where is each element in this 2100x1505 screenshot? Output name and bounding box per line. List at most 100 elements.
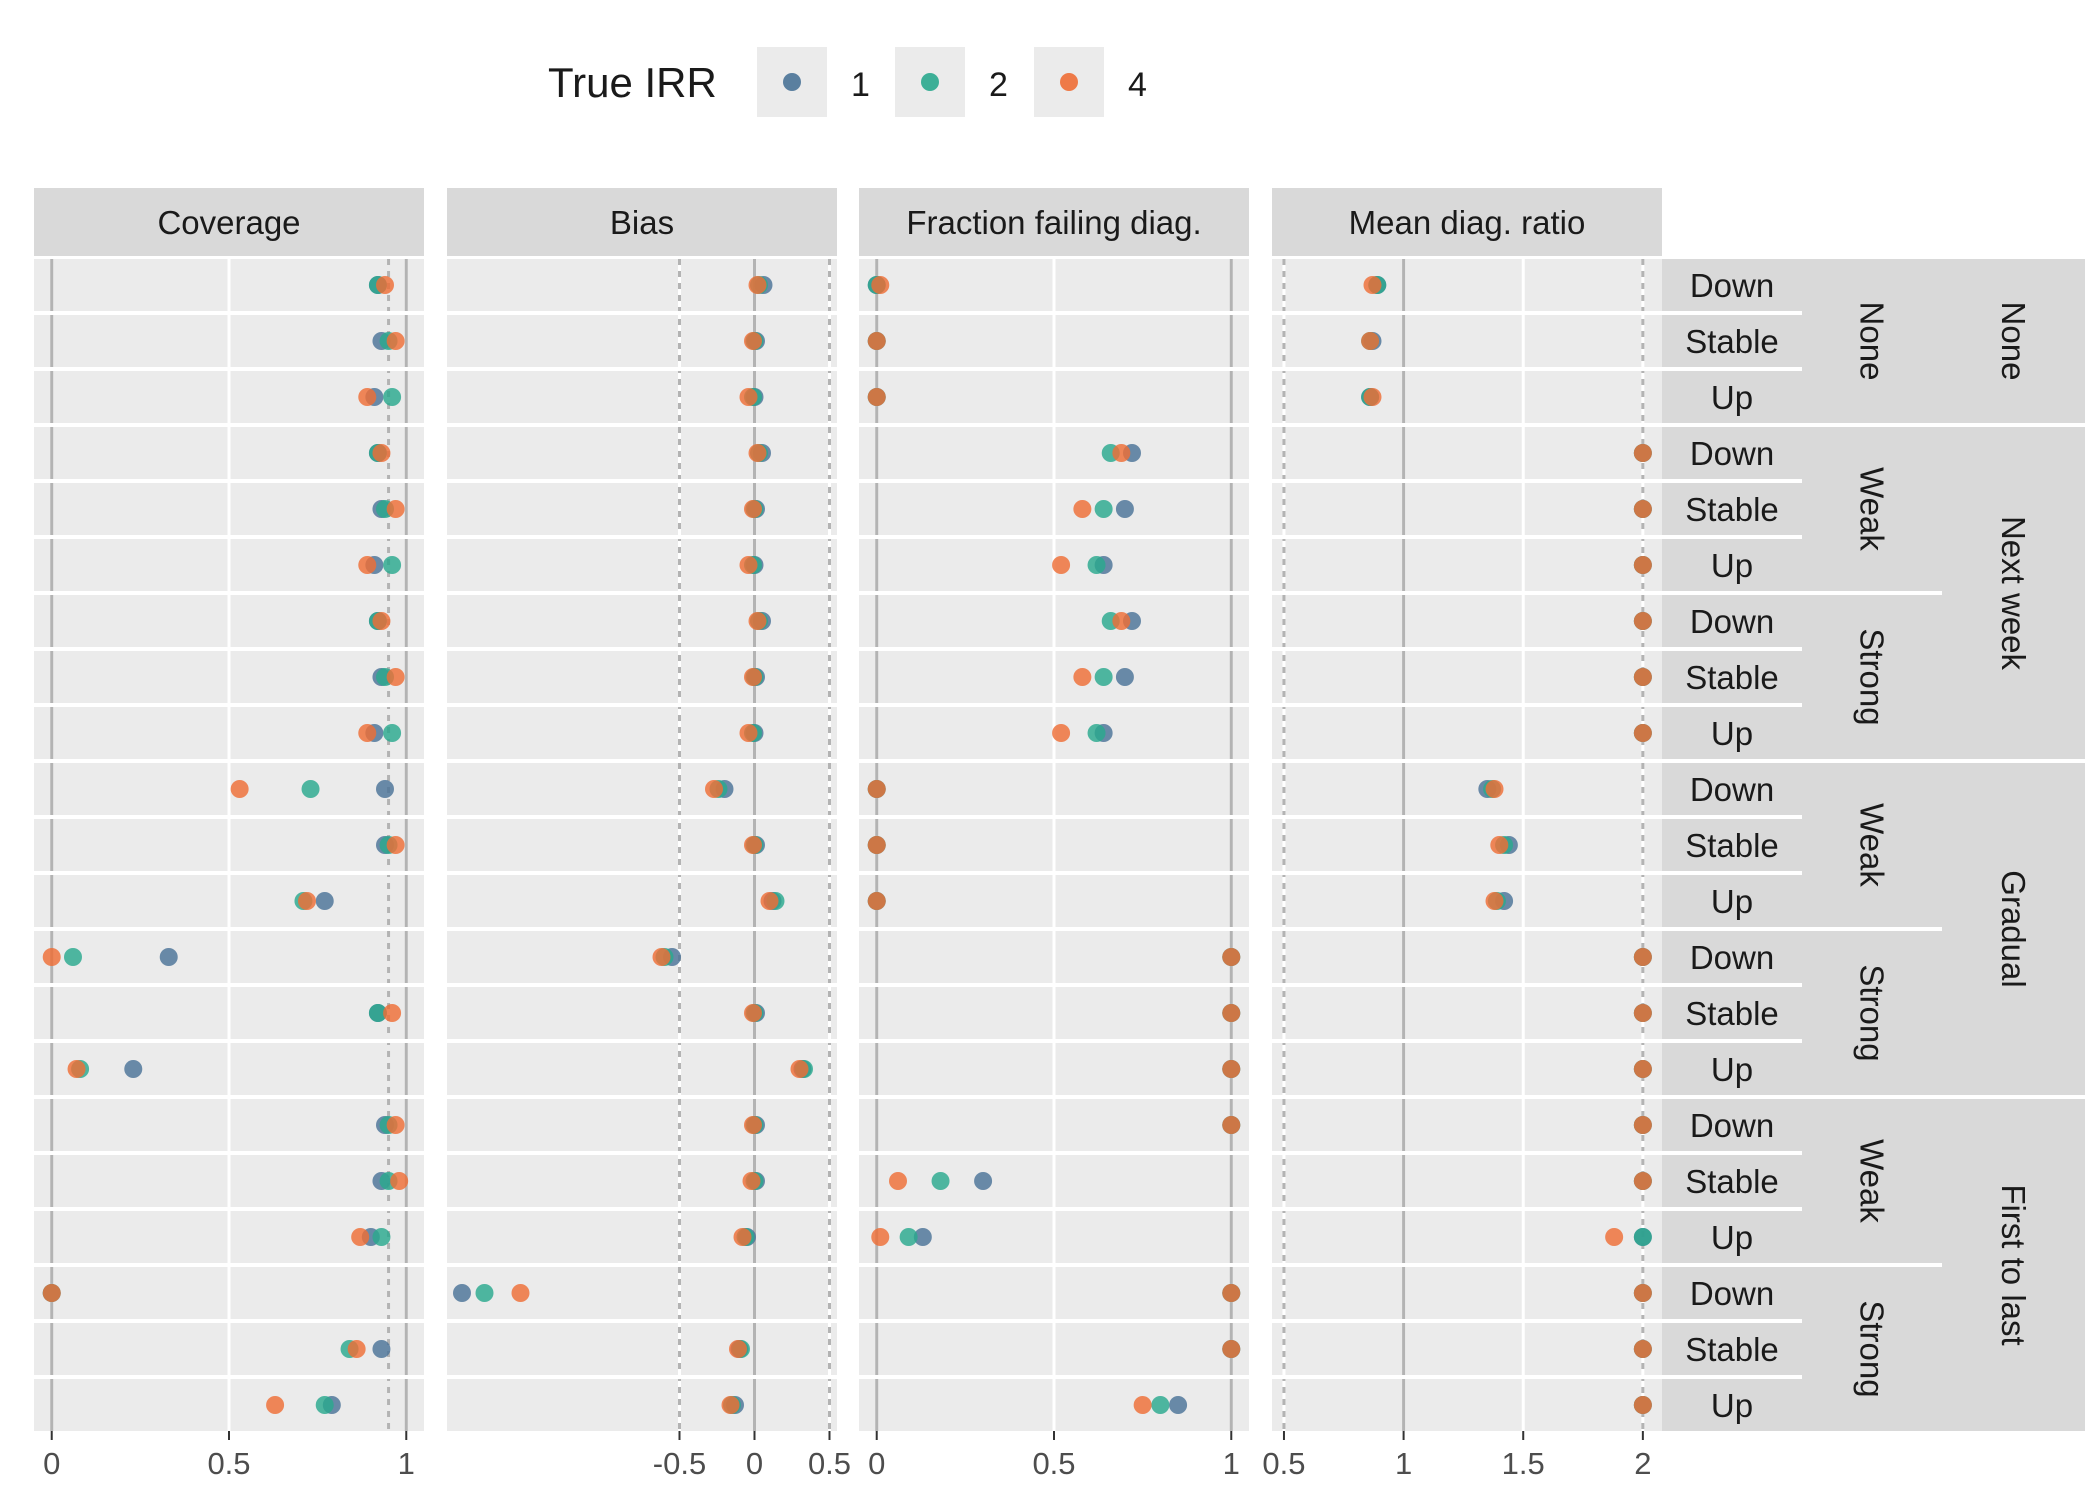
data-point-irr-4 <box>760 892 779 910</box>
trend-strip <box>1662 315 1802 367</box>
data-point-irr-2 <box>1633 1228 1652 1246</box>
row-separator <box>447 1263 837 1267</box>
data-point-irr-4 <box>1222 1116 1241 1134</box>
data-point-irr-4 <box>351 1228 370 1246</box>
legend-marker-4 <box>1060 73 1078 91</box>
row-separator <box>34 1319 424 1323</box>
row-background <box>1272 595 1662 647</box>
data-point-irr-4 <box>1361 332 1380 350</box>
row-background <box>447 371 837 423</box>
row-background <box>1272 539 1662 591</box>
row-separator <box>859 703 1249 707</box>
trend-strip <box>1662 707 1802 759</box>
row-background <box>1272 1099 1662 1151</box>
row-separator <box>447 759 837 763</box>
data-point-irr-2 <box>64 948 82 966</box>
data-point-irr-1 <box>1115 500 1134 518</box>
x-tick-label: 1 <box>1223 1446 1240 1481</box>
data-point-irr-4 <box>739 388 758 406</box>
strength-strip <box>1802 259 1942 423</box>
data-point-irr-4 <box>721 1396 740 1414</box>
strength-label: Strong <box>1854 628 1891 725</box>
row-separator <box>34 1095 424 1099</box>
group-strip <box>1942 763 2085 1095</box>
row-separator <box>1272 423 1662 427</box>
row-separator <box>447 1207 837 1211</box>
data-point-irr-2 <box>383 556 402 574</box>
data-point-irr-4 <box>1222 1284 1241 1302</box>
row-separator <box>1272 1319 1662 1323</box>
data-point-irr-4 <box>871 1228 890 1246</box>
data-point-irr-4 <box>1633 1396 1652 1414</box>
data-point-irr-2 <box>383 388 402 406</box>
trend-label: Up <box>1711 1219 1753 1256</box>
row-background <box>1272 707 1662 759</box>
data-point-irr-4 <box>748 612 767 630</box>
data-point-irr-4 <box>744 332 762 350</box>
row-background <box>1272 259 1662 311</box>
x-tick-label: 0.5 <box>808 1446 851 1481</box>
row-separator <box>859 535 1249 539</box>
row-separator <box>447 367 837 371</box>
x-tick-label: 0.5 <box>1262 1446 1305 1481</box>
trend-strip <box>1662 875 1802 927</box>
row-background <box>447 987 837 1039</box>
panel-title: Fraction failing diag. <box>906 204 1201 241</box>
data-point-irr-4 <box>511 1284 530 1302</box>
row-separator <box>1272 1095 1662 1099</box>
row-separator <box>34 1039 424 1043</box>
data-point-irr-1 <box>453 1284 471 1302</box>
row-separator <box>34 1207 424 1211</box>
row-background <box>447 595 837 647</box>
row-separator <box>447 1319 837 1323</box>
row-separator <box>34 311 424 315</box>
data-point-irr-4 <box>742 1172 761 1190</box>
data-point-irr-4 <box>1052 556 1071 574</box>
row-separator <box>1272 871 1662 875</box>
data-point-irr-4 <box>744 500 762 518</box>
row-separator <box>34 479 424 483</box>
trend-strip <box>1662 1155 1802 1207</box>
data-point-irr-4 <box>372 612 391 630</box>
trend-label: Down <box>1690 435 1774 472</box>
row-separator <box>1272 591 1662 595</box>
row-background <box>1272 931 1662 983</box>
row-separator <box>447 647 837 651</box>
data-point-irr-4 <box>347 1340 366 1358</box>
row-separator <box>34 983 424 987</box>
data-point-irr-1 <box>974 1172 993 1190</box>
row-background <box>1272 371 1662 423</box>
row-separator <box>859 1039 1249 1043</box>
data-point-irr-2 <box>931 1172 950 1190</box>
strength-strip <box>1802 763 1942 927</box>
data-point-irr-4 <box>386 500 405 518</box>
row-separator <box>1272 535 1662 539</box>
x-tick-label: 1 <box>1395 1446 1412 1481</box>
row-background <box>1272 1379 1662 1431</box>
row-separator <box>447 1375 837 1379</box>
trend-strip <box>1662 987 1802 1039</box>
row-separator <box>859 871 1249 875</box>
data-point-irr-4 <box>1605 1228 1624 1246</box>
row-separator <box>34 1151 424 1155</box>
row-separator <box>859 1207 1249 1211</box>
trend-label: Down <box>1690 771 1774 808</box>
data-point-irr-4 <box>1485 780 1504 798</box>
trend-label: Up <box>1711 547 1753 584</box>
strength-strip <box>1802 1099 1942 1263</box>
data-point-irr-4 <box>871 276 890 294</box>
row-background <box>1272 315 1662 367</box>
row-background <box>447 1155 837 1207</box>
legend-title: True IRR <box>548 59 717 106</box>
data-point-irr-4 <box>372 444 391 462</box>
trend-strip <box>1662 1379 1802 1431</box>
row-separator <box>34 535 424 539</box>
row-separator <box>1272 759 1662 763</box>
row-background <box>447 1267 837 1319</box>
trend-strip <box>1662 1099 1802 1151</box>
data-point-irr-4 <box>1222 1340 1241 1358</box>
row-background <box>447 259 837 311</box>
trend-label: Stable <box>1685 491 1779 528</box>
row-separator <box>859 647 1249 651</box>
